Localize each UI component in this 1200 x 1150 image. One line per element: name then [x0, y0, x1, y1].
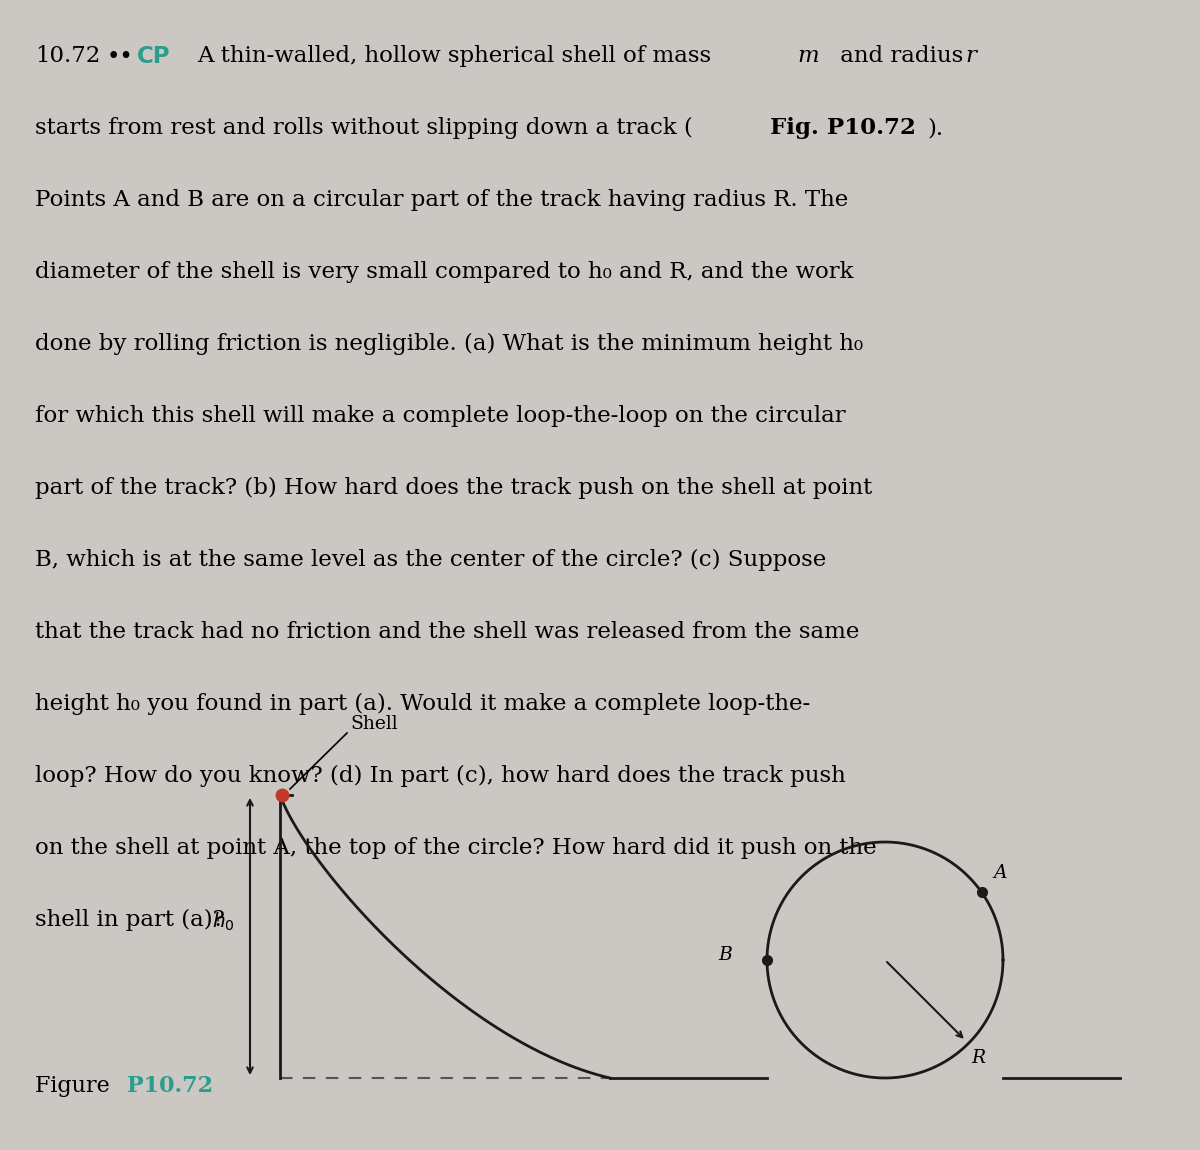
Text: P10.72: P10.72	[127, 1074, 214, 1097]
Text: R: R	[971, 1049, 985, 1067]
Text: loop? How do you know? (d) In part (c), how hard does the track push: loop? How do you know? (d) In part (c), …	[35, 765, 846, 787]
Text: and radius: and radius	[833, 45, 971, 67]
Text: done by rolling friction is negligible. (a) What is the minimum height h₀: done by rolling friction is negligible. …	[35, 334, 863, 355]
Text: Fig. P10.72: Fig. P10.72	[770, 117, 916, 139]
Text: B, which is at the same level as the center of the circle? (c) Suppose: B, which is at the same level as the cen…	[35, 549, 827, 572]
Text: 10.72: 10.72	[35, 45, 101, 67]
Text: Figure: Figure	[35, 1074, 116, 1097]
Text: A: A	[994, 865, 1007, 882]
Text: B: B	[719, 946, 732, 964]
Text: Shell: Shell	[350, 715, 397, 733]
Text: Points A and B are on a circular part of the track having radius R. The: Points A and B are on a circular part of…	[35, 189, 848, 210]
Text: $h_0$: $h_0$	[212, 911, 235, 933]
Text: A thin-walled, hollow spherical shell of mass: A thin-walled, hollow spherical shell of…	[197, 45, 719, 67]
Text: for which this shell will make a complete loop-the-loop on the circular: for which this shell will make a complet…	[35, 405, 846, 427]
Text: m: m	[797, 45, 818, 67]
Text: height h₀ you found in part (a). Would it make a complete loop-the-: height h₀ you found in part (a). Would i…	[35, 693, 810, 715]
Text: that the track had no friction and the shell was released from the same: that the track had no friction and the s…	[35, 621, 859, 643]
Text: ••: ••	[107, 45, 133, 68]
Text: ).: ).	[928, 117, 943, 139]
Text: starts from rest and rolls without slipping down a track (: starts from rest and rolls without slipp…	[35, 117, 692, 139]
Text: diameter of the shell is very small compared to h₀ and R, and the work: diameter of the shell is very small comp…	[35, 261, 853, 283]
Text: CP: CP	[137, 45, 170, 68]
Text: r: r	[965, 45, 976, 67]
Text: shell in part (a)?: shell in part (a)?	[35, 908, 224, 932]
Text: on the shell at point A, the top of the circle? How hard did it push on the: on the shell at point A, the top of the …	[35, 837, 877, 859]
Text: part of the track? (b) How hard does the track push on the shell at point: part of the track? (b) How hard does the…	[35, 477, 872, 499]
